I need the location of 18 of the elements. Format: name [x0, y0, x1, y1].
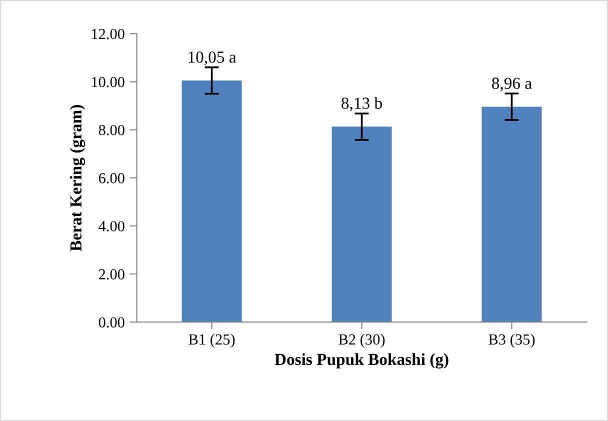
x-tick-label: B3 (35) — [488, 334, 535, 348]
bar — [332, 126, 392, 322]
y-tick-label: 0.00 — [98, 317, 124, 328]
y-tick-label: 4.00 — [98, 221, 124, 232]
y-axis-title: Berat Kering (gram) — [70, 105, 86, 252]
bar — [482, 106, 542, 322]
y-tick-label: 6.00 — [98, 173, 124, 184]
data-label: 8,13 b — [342, 97, 382, 112]
data-label: 10,05 a — [188, 51, 236, 66]
x-tick-label: B2 (30) — [338, 334, 385, 348]
data-label: 8,96 a — [492, 78, 532, 92]
x-axis-title: Dosis Pupuk Bokashi (g) — [274, 353, 448, 369]
y-tick-label: 2.00 — [98, 269, 124, 280]
y-tick-label: 12.00 — [92, 28, 124, 40]
bar — [182, 80, 242, 322]
x-tick-label: B1 (25) — [188, 334, 235, 348]
y-tick-label: 10.00 — [92, 76, 124, 88]
y-tick-label: 8.00 — [98, 124, 124, 136]
